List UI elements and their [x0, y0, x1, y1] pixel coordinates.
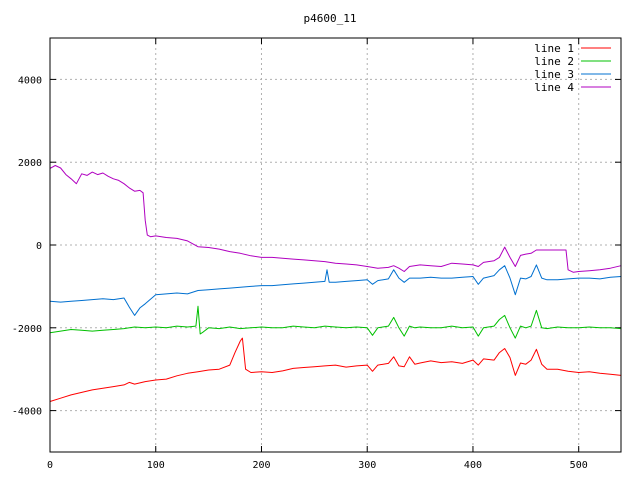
x-tick-label: 0 — [47, 460, 53, 471]
x-tick-label: 300 — [358, 460, 376, 471]
y-tick-label: 4000 — [18, 75, 42, 86]
y-tick-label: -4000 — [12, 407, 42, 418]
chart-title: p4600_11 — [304, 12, 357, 25]
series-line-2 — [49, 305, 622, 339]
legend-label-1: line 1 — [534, 42, 574, 55]
plot-frame — [49, 37, 622, 453]
x-tick-label: 400 — [464, 460, 482, 471]
series-line-1 — [49, 337, 622, 402]
series-group — [49, 165, 622, 402]
axis-ticks: 0 100 200 300 400 500 -4000 -2000 0 2000 4000 — [12, 38, 621, 471]
legend-label-2: line 2 — [534, 55, 574, 68]
legend-label-3: line 3 — [534, 68, 574, 81]
x-tick-label: 500 — [570, 460, 588, 471]
x-tick-label: 200 — [252, 460, 270, 471]
grid-lines — [50, 38, 621, 452]
x-tick-label: 100 — [147, 460, 165, 471]
series-line-3 — [49, 264, 622, 316]
y-tick-label: -2000 — [12, 324, 42, 335]
legend-label-4: line 4 — [534, 81, 574, 94]
y-tick-label: 2000 — [18, 158, 42, 169]
y-tick-label: 0 — [36, 241, 42, 252]
series-line-4 — [49, 165, 622, 273]
